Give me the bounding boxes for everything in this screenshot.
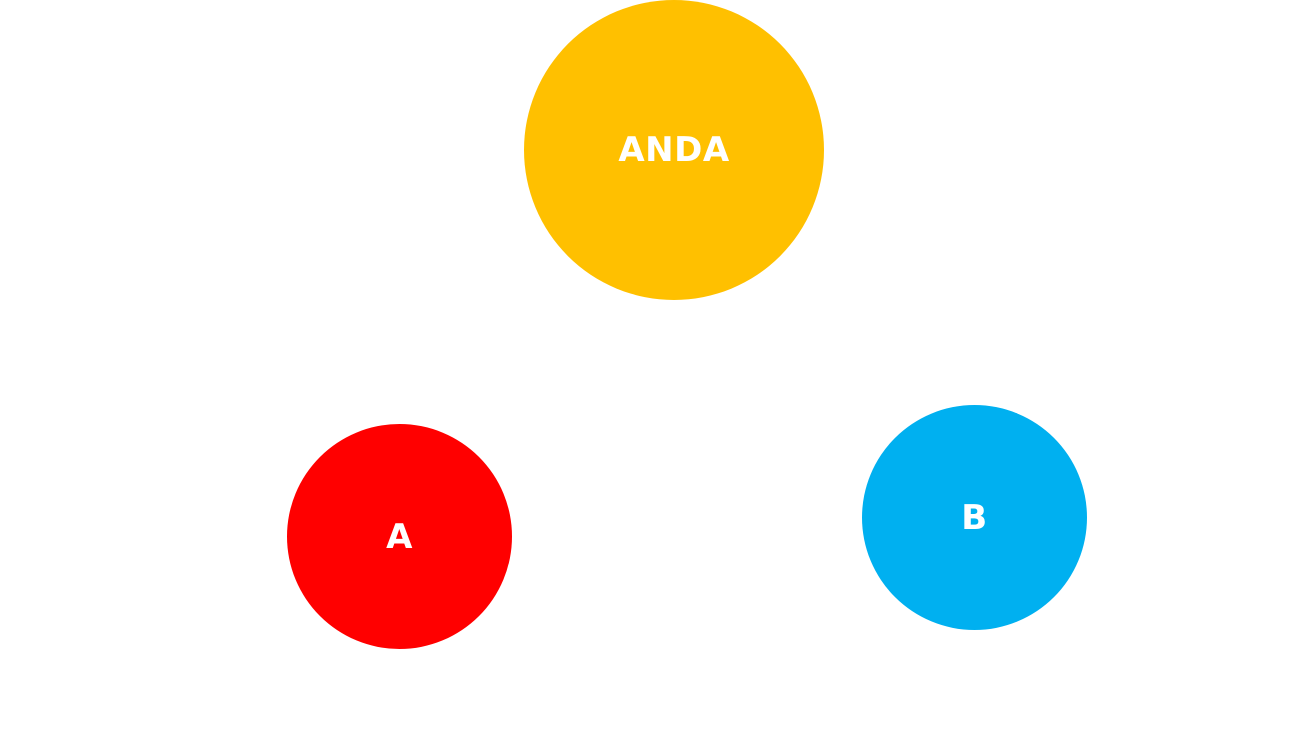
b-circle: B (862, 405, 1087, 630)
anda-label: ANDA (618, 130, 730, 170)
a-circle: A (287, 424, 512, 649)
anda-circle: ANDA (524, 0, 824, 300)
a-label: A (386, 516, 413, 557)
b-label: B (961, 497, 988, 538)
